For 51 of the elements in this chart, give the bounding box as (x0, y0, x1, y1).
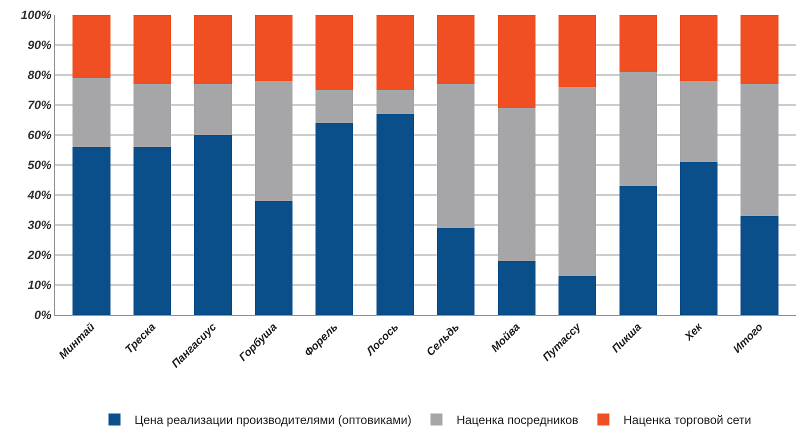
bar (558, 276, 596, 315)
legend-label: Цена реализации производителями (оптовиками) (134, 413, 412, 428)
bar (376, 114, 414, 315)
bar (194, 15, 232, 84)
y-tick-label: 50% (28, 158, 52, 172)
bar (72, 15, 110, 78)
bar (254, 15, 292, 81)
y-tick-label: 30% (28, 218, 52, 232)
bar (680, 81, 718, 162)
bar (133, 15, 172, 84)
legend-label: Наценка торговой сети (623, 413, 752, 428)
bar (619, 15, 657, 72)
bar (316, 123, 354, 315)
bar (558, 15, 596, 87)
y-tick-label: 60% (28, 128, 52, 142)
y-tick-label: 80% (28, 68, 52, 82)
bar (740, 216, 778, 315)
bar (558, 87, 596, 276)
bar (316, 15, 354, 90)
bar (619, 72, 657, 186)
bar (498, 261, 536, 315)
bar (72, 78, 110, 147)
y-tick-label: 20% (26, 248, 52, 262)
legend-label: Наценка посредников (456, 413, 578, 428)
bar (498, 15, 536, 108)
y-tick-label: 100% (20, 8, 52, 22)
bar (254, 201, 292, 315)
bar (133, 147, 172, 315)
y-tick-label: 10% (28, 278, 52, 292)
bar (680, 15, 718, 81)
bar (376, 90, 414, 114)
bar (498, 108, 536, 261)
bar (740, 15, 778, 84)
y-tick-label: 70% (28, 98, 52, 112)
bar (376, 15, 414, 90)
bar (194, 84, 232, 135)
y-tick-label: 90% (28, 38, 52, 52)
bar (437, 84, 475, 228)
bar (254, 81, 292, 201)
bar (437, 15, 475, 84)
bar (316, 90, 354, 123)
bar (619, 186, 657, 315)
bar (437, 228, 475, 315)
bar (680, 162, 718, 315)
x-tick-label: Хек (682, 320, 706, 344)
y-tick-label: 0% (34, 308, 52, 322)
bar (194, 135, 232, 315)
bar (740, 84, 778, 216)
y-tick-label: 40% (26, 188, 52, 202)
bar (72, 147, 110, 315)
bar (133, 84, 172, 147)
